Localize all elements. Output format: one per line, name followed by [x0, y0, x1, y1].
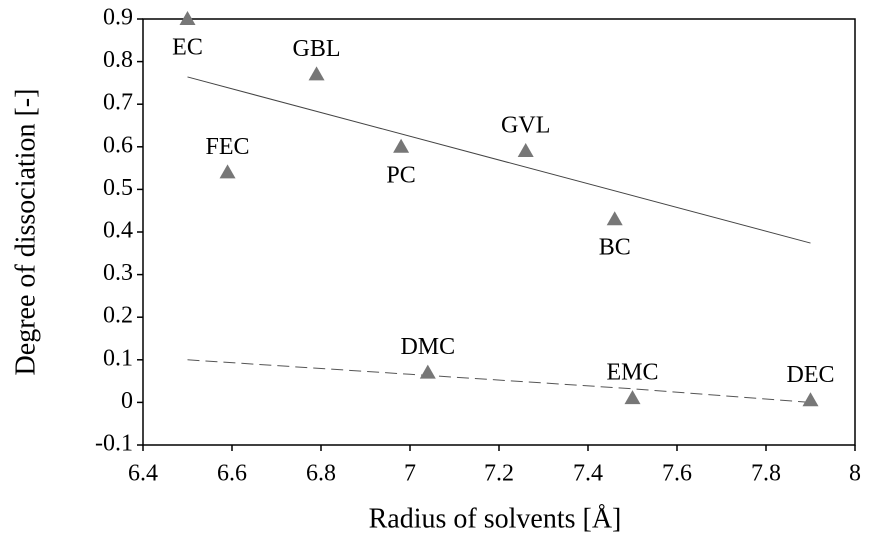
point [179, 11, 196, 25]
y-tick-label: 0.4 [103, 218, 133, 244]
y-tick-label: 0.5 [103, 175, 133, 201]
y-tick-label: 0.6 [103, 132, 133, 158]
x-tick-label: 7.4 [573, 461, 603, 487]
point-label: EMC [606, 360, 658, 386]
x-tick-label: 6.6 [217, 461, 247, 487]
point-label: FEC [206, 134, 250, 160]
x-tick-label: 6.8 [306, 461, 336, 487]
y-tick-label: 0.9 [103, 5, 133, 31]
x-axis-title: Radius of solvents [Å] [369, 503, 622, 534]
point-label: GVL [501, 113, 550, 139]
point-label: PC [386, 162, 415, 188]
point [606, 211, 623, 226]
x-tick-label: 7.6 [662, 461, 692, 487]
y-tick-label: 0 [121, 388, 133, 414]
x-tick-label: 6.4 [128, 461, 158, 487]
y-tick-label: 0.1 [103, 345, 133, 371]
trend-line [187, 76, 811, 244]
point-label: EC [172, 35, 203, 61]
point [419, 364, 436, 379]
point [802, 392, 819, 407]
y-tick-label: 0.7 [103, 90, 133, 116]
point [219, 164, 236, 179]
point [624, 390, 641, 405]
plot-frame [142, 18, 856, 446]
y-tick-label: -0.1 [95, 431, 133, 457]
point [308, 66, 325, 81]
point-label: DMC [400, 334, 455, 360]
y-axis-title: Degree of dissociation [-] [10, 89, 41, 376]
point [393, 138, 410, 153]
trend-line [187, 359, 811, 403]
point [517, 143, 534, 158]
x-tick-label: 7 [404, 461, 416, 487]
y-tick-label: 0.3 [103, 260, 133, 286]
point-label: DEC [787, 362, 835, 388]
point-label: BC [599, 235, 631, 261]
point-label: GBL [293, 36, 341, 62]
x-tick-label: 7.8 [751, 461, 781, 487]
x-tick-label: 8 [849, 461, 861, 487]
x-tick-label: 7.2 [484, 461, 514, 487]
y-tick-label: 0.2 [103, 303, 133, 329]
y-tick-label: 0.8 [103, 47, 133, 73]
